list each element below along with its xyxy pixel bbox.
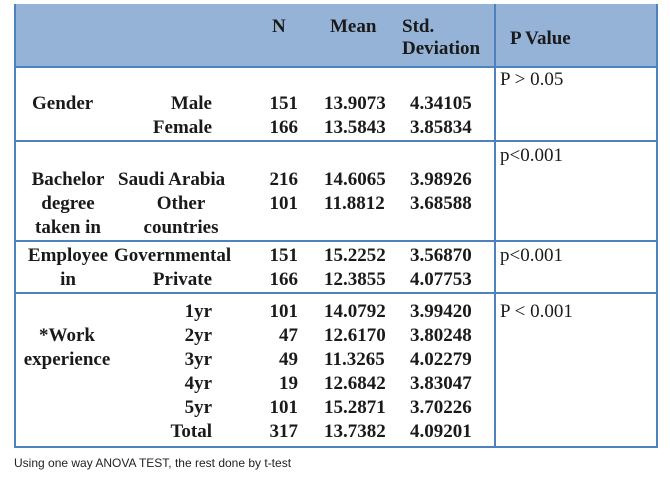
anova-results-table: N Mean Std. Deviation P Value P > 0.05 G… — [14, 4, 658, 448]
bachelor-label-line2: degree — [41, 193, 95, 214]
employee-private-mean: 12.3855 — [324, 269, 386, 290]
footnote: Using one way ANOVA TEST, the rest done … — [14, 456, 292, 470]
bachelor-saudi-label: Saudi Arabia — [118, 169, 226, 190]
gender-female-n: 166 — [269, 117, 299, 138]
gender-label: Gender — [32, 93, 94, 114]
header-mean: Mean — [330, 16, 377, 37]
work-row-n: 49 — [279, 349, 298, 370]
work-label-line2: experience — [23, 349, 111, 370]
table-left-border — [14, 4, 16, 448]
work-row-label: 5yr — [184, 397, 212, 418]
gender-female-mean: 13.5843 — [324, 117, 386, 138]
work-row-label: 1yr — [184, 301, 212, 322]
work-row-mean: 12.6170 — [324, 325, 386, 346]
employee-private-label: Private — [152, 269, 212, 290]
employee-label-line1: Employee — [27, 245, 109, 266]
work-row-mean: 12.6842 — [324, 373, 386, 394]
work-row-sd: 3.99420 — [410, 301, 472, 322]
employee-governmental-mean: 15.2252 — [324, 245, 386, 266]
employee-governmental-n: 151 — [269, 245, 299, 266]
bachelor-saudi-mean: 14.6065 — [324, 169, 386, 190]
bachelor-other-mean: 11.8812 — [324, 193, 385, 214]
work-row-sd: 3.70226 — [410, 397, 472, 418]
work-total-label: Total — [170, 421, 212, 442]
bachelor-label-line3: taken in — [35, 217, 101, 238]
pvalue-column-divider — [494, 4, 496, 448]
employee-private-n: 166 — [269, 269, 299, 290]
work-row-sd: 4.02279 — [410, 349, 472, 370]
work-row-sd: 3.83047 — [410, 373, 472, 394]
bachelor-other-n: 101 — [269, 193, 299, 214]
bachelor-label-line1: Bachelor — [31, 169, 105, 190]
work-row-mean: 15.2871 — [324, 397, 386, 418]
work-row-mean: 11.3265 — [324, 349, 385, 370]
gender-male-mean: 13.9073 — [324, 93, 386, 114]
header-std-line1: Std. — [402, 16, 435, 37]
work-row-n: 19 — [279, 373, 298, 394]
header-p-value: P Value — [510, 28, 571, 49]
bachelor-other-label-line1: Other — [156, 193, 206, 214]
bachelor-saudi-sd: 3.98926 — [410, 169, 472, 190]
work-p-value: P < 0.001 — [500, 301, 573, 322]
header-n: N — [272, 16, 286, 37]
employee-private-sd: 4.07753 — [410, 269, 472, 290]
work-row-n: 101 — [269, 301, 299, 322]
work-row-label: 4yr — [184, 373, 212, 394]
work-row-mean: 14.0792 — [324, 301, 386, 322]
header-std-line2: Deviation — [402, 38, 481, 59]
work-label-line1: *Work — [39, 325, 95, 346]
table-bottom-border — [14, 446, 658, 448]
work-row-n: 47 — [279, 325, 298, 346]
work-total-n: 317 — [269, 421, 299, 442]
gender-p-value: P > 0.05 — [500, 69, 564, 90]
employee-governmental-sd: 3.56870 — [410, 245, 472, 266]
gender-male-label: Male — [170, 93, 212, 114]
section-gender — [14, 66, 658, 142]
gender-female-sd: 3.85834 — [410, 117, 472, 138]
section-employee — [14, 242, 658, 294]
work-total-mean: 13.7382 — [324, 421, 386, 442]
work-row-n: 101 — [269, 397, 299, 418]
gender-female-label: Female — [152, 117, 212, 138]
employee-p-value: p<0.001 — [500, 245, 563, 266]
table-header: N Mean Std. Deviation P Value — [14, 4, 658, 68]
section-bachelor — [14, 142, 658, 242]
bachelor-other-sd: 3.68588 — [410, 193, 472, 214]
bachelor-saudi-n: 216 — [269, 169, 299, 190]
work-row-label: 2yr — [184, 325, 212, 346]
work-row-label: 3yr — [184, 349, 212, 370]
gender-male-n: 151 — [269, 93, 299, 114]
bachelor-other-label-line2: countries — [143, 217, 219, 238]
table-right-border — [656, 4, 658, 448]
work-total-sd: 4.09201 — [410, 421, 472, 442]
employee-governmental-label: Governmental — [114, 245, 232, 266]
bachelor-p-value: p<0.001 — [500, 145, 563, 166]
work-row-sd: 3.80248 — [410, 325, 472, 346]
employee-label-line2: in — [60, 269, 76, 290]
gender-male-sd: 4.34105 — [410, 93, 472, 114]
